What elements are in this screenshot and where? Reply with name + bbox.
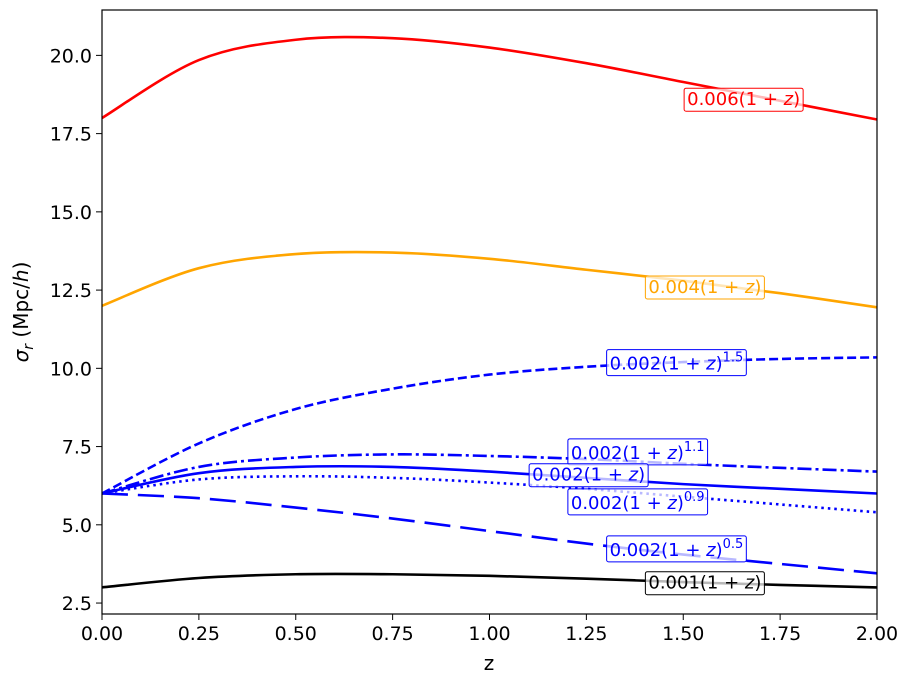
y-axis-ticks: 2.5 5.0 7.5 10.0 12.5 15.0 17.5 20.0 (50, 45, 102, 615)
series-label-box (683, 87, 804, 112)
y-tick-label: 5.0 (62, 515, 92, 537)
series-label-layer: 0.006(1 + z) 0.004(1 + z) 0.002(1 + z)1.5 0… (528, 87, 804, 596)
series-label-text: 0.002(1 + z)1.5 (610, 351, 744, 375)
x-tick-label: 1.50 (662, 623, 704, 645)
series-label-box (528, 463, 649, 488)
series-label-s004: 0.004(1 + z) (644, 275, 765, 300)
series-label-box (606, 349, 747, 377)
series-label-text: 0.002(1 + z)1.1 (571, 440, 705, 464)
series-label-s002_05: 0.002(1 + z)0.5 (606, 535, 747, 563)
x-tick-label: 0.00 (81, 623, 123, 645)
y-tick-label: 7.5 (62, 437, 92, 459)
y-tick-label: 10.0 (50, 358, 92, 380)
y-tick-label: 20.0 (50, 45, 92, 67)
y-tick-label: 2.5 (62, 593, 92, 615)
series-label-s002_11: 0.002(1 + z)1.1 (567, 438, 709, 466)
series-label-box (606, 535, 747, 563)
series-label-box (644, 275, 765, 300)
x-axis-ticks: 0.00 0.25 0.50 0.75 1.00 1.25 1.50 1.75 2.00 (81, 614, 898, 645)
x-tick-label: 1.75 (759, 623, 801, 645)
series-label-text: 0.001(1 + z) (648, 573, 761, 594)
x-tick-label: 0.25 (178, 623, 220, 645)
series-label-s002_09: 0.002(1 + z)0.9 (567, 488, 709, 516)
series-label-box (567, 488, 709, 516)
x-tick-label: 2.00 (856, 623, 898, 645)
y-axis-title: σr (Mpc/h) (9, 262, 37, 363)
series-label-text: 0.002(1 + z) (532, 465, 645, 486)
y-tick-label: 17.5 (50, 124, 92, 146)
series-line-s002 (101, 464, 878, 495)
series-label-s006: 0.006(1 + z) (683, 87, 804, 112)
series-label-text: 0.006(1 + z) (687, 89, 800, 110)
series-label-s002: 0.002(1 + z) (528, 463, 649, 488)
x-tick-label: 0.75 (371, 623, 413, 645)
x-axis-title: z (484, 651, 495, 675)
series-label-text: 0.004(1 + z) (648, 277, 761, 298)
y-tick-label: 12.5 (50, 280, 92, 302)
series-label-box (644, 571, 765, 596)
series-label-text: 0.002(1 + z)0.5 (610, 537, 744, 561)
series-line-s002_09 (101, 474, 878, 514)
series-line-s002_11 (101, 453, 878, 495)
series-label-s001: 0.001(1 + z) (644, 571, 765, 596)
series-layer (101, 35, 878, 589)
x-tick-label: 1.00 (468, 623, 510, 645)
x-tick-label: 0.50 (275, 623, 317, 645)
x-tick-label: 1.25 (565, 623, 607, 645)
series-label-text: 0.002(1 + z)0.9 (571, 490, 705, 514)
series-line-s002_15 (101, 356, 878, 495)
y-tick-label: 15.0 (50, 202, 92, 224)
series-line-s002_05 (101, 492, 878, 575)
series-label-s002_15: 0.002(1 + z)1.5 (606, 349, 747, 377)
